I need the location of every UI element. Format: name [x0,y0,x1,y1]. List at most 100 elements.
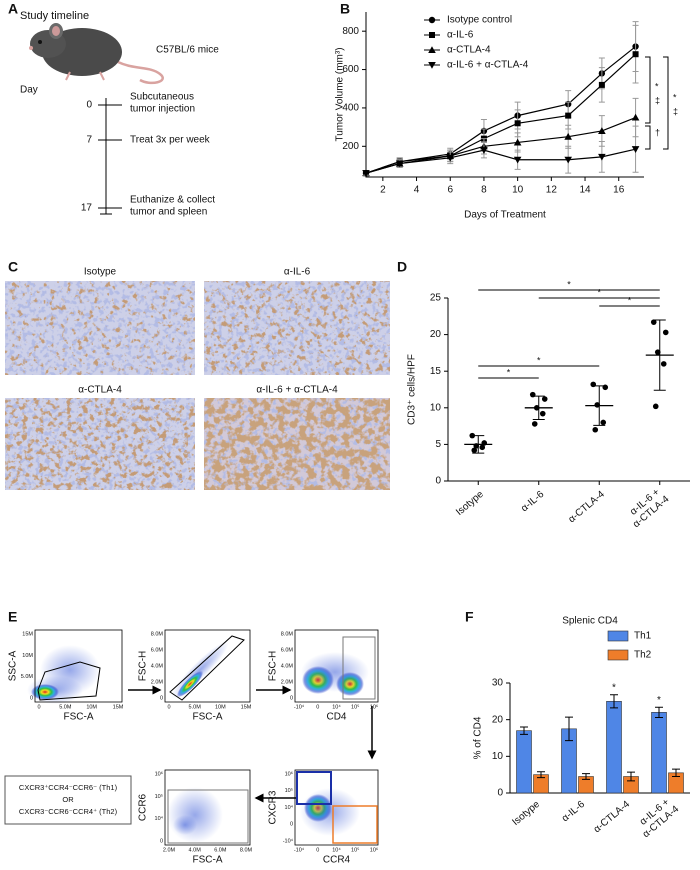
legend-label: Th2 [634,650,652,661]
panel-letter: D [397,259,407,275]
day-number: 17 [81,203,93,214]
y-tick-label: 0 [160,695,163,701]
point [513,156,522,164]
x-tick-label: 6.0M [214,847,227,853]
point [395,160,404,168]
x-tick-label: 4 [414,185,420,196]
dot [660,361,667,367]
gate-text: CXCR3⁻CCR6⁻CCR4⁺ (Th2) [19,807,118,816]
x-tick-label: 15M [241,704,252,710]
x-tick-label: 5.0M [189,704,202,710]
density-blob [40,645,100,695]
legend-label: Isotype control [447,15,512,26]
legend-label: α-IL-6 + α-CTLA-4 [447,60,529,71]
y-tick-label: 0 [290,822,293,828]
x-tick-label: α-IL-6 + α-CTLA-4 [633,794,681,840]
dot [650,319,657,325]
legend-swatch [607,649,629,661]
bar [651,712,667,794]
gate-text: OR [62,795,74,804]
density-blob [176,670,204,698]
event-text: tumor and spleen [130,207,207,218]
x-tick-label: 10⁵ [351,703,359,710]
day-number: 0 [86,100,92,111]
y-tick-label: -10⁴ [283,837,294,844]
x-tick-label: 2 [380,185,386,196]
x-tick-label: 10⁴ [332,846,341,853]
x-axis-label: CCR4 [323,855,351,866]
error-bar [672,768,680,777]
plot-frame [34,629,123,703]
y-axis-label: FSC-H [268,651,279,682]
x-tick-label: 0 [316,704,319,710]
x-tick-label: -10⁴ [294,703,305,710]
event-text: Subcutaneous [130,92,194,103]
significance-mark: * [507,367,511,377]
series-line [365,53,636,174]
axis-line [447,298,690,482]
y-axis-label: CCR6 [138,793,149,821]
image-label: α-IL-6 [284,267,311,278]
x-axis-label: CD4 [326,712,346,723]
density-blob [167,787,223,843]
point [598,127,606,134]
x-tick-label: 10⁶ [370,703,378,710]
y-tick-label: 10⁵ [285,787,293,794]
y-axis-label: SSC-A [8,650,19,681]
significance-mark: * [567,279,571,289]
y-tick-label: 10⁶ [155,770,163,777]
error-bar [537,771,545,779]
y-tick-label: 10⁶ [285,770,293,777]
significance-mark: * [597,287,601,297]
point [513,138,522,146]
y-tick-label: 10⁴ [155,815,164,822]
y-tick-label: 6.0M [151,647,164,653]
day-label: Day [20,85,38,96]
plot-frame [294,769,379,846]
point [564,156,572,164]
y-tick-label: 15M [22,631,33,637]
x-tick-label: 8 [481,185,487,196]
dot [541,396,548,402]
series-line [365,116,636,174]
panel-letter: C [8,259,18,275]
x-tick-label: 14 [579,185,591,196]
error-bar [582,773,590,780]
error-bar [610,694,618,709]
point [631,146,640,153]
ihc-image [5,398,195,490]
y-tick-label: 5 [435,439,441,450]
y-tick-label: 10 [492,751,504,762]
day-number: 7 [86,135,92,146]
x-tick-label: 10 [512,185,524,196]
error-bar [565,716,573,742]
gate-box [4,775,132,825]
x-tick-label: 10⁶ [370,846,378,853]
density-blob [171,641,229,699]
point [480,147,488,154]
x-tick-label: α-CTLA-4 [592,799,633,836]
x-axis-label: FSC-A [193,855,223,866]
gate [169,635,245,701]
significance-mark: * [673,92,677,102]
x-tick-label: 10⁵ [351,846,359,853]
legend-swatch [607,630,629,642]
error-bar [627,771,635,782]
sd-bar [593,385,606,426]
y-tick-label: 600 [342,64,359,75]
significance-mark: † [655,127,660,137]
ihc-image [204,398,390,490]
y-tick-label: 20 [430,329,442,340]
sd-bar [532,395,545,421]
x-tick-label: 0 [316,847,319,853]
dot [479,444,486,451]
significance-bracket [645,56,669,150]
bar [606,701,622,794]
y-tick-label: 10 [430,402,442,413]
dot [539,410,546,417]
dot [531,421,538,427]
significance-mark: ‡ [655,95,660,105]
gate [332,805,378,844]
y-tick-label: 200 [342,141,359,152]
